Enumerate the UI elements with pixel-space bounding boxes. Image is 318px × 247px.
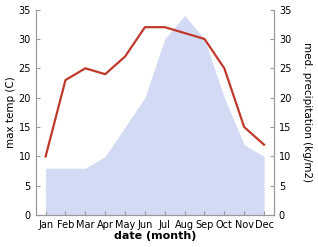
Y-axis label: max temp (C): max temp (C) <box>5 77 16 148</box>
X-axis label: date (month): date (month) <box>114 231 196 242</box>
Y-axis label: med. precipitation (kg/m2): med. precipitation (kg/m2) <box>302 42 313 183</box>
